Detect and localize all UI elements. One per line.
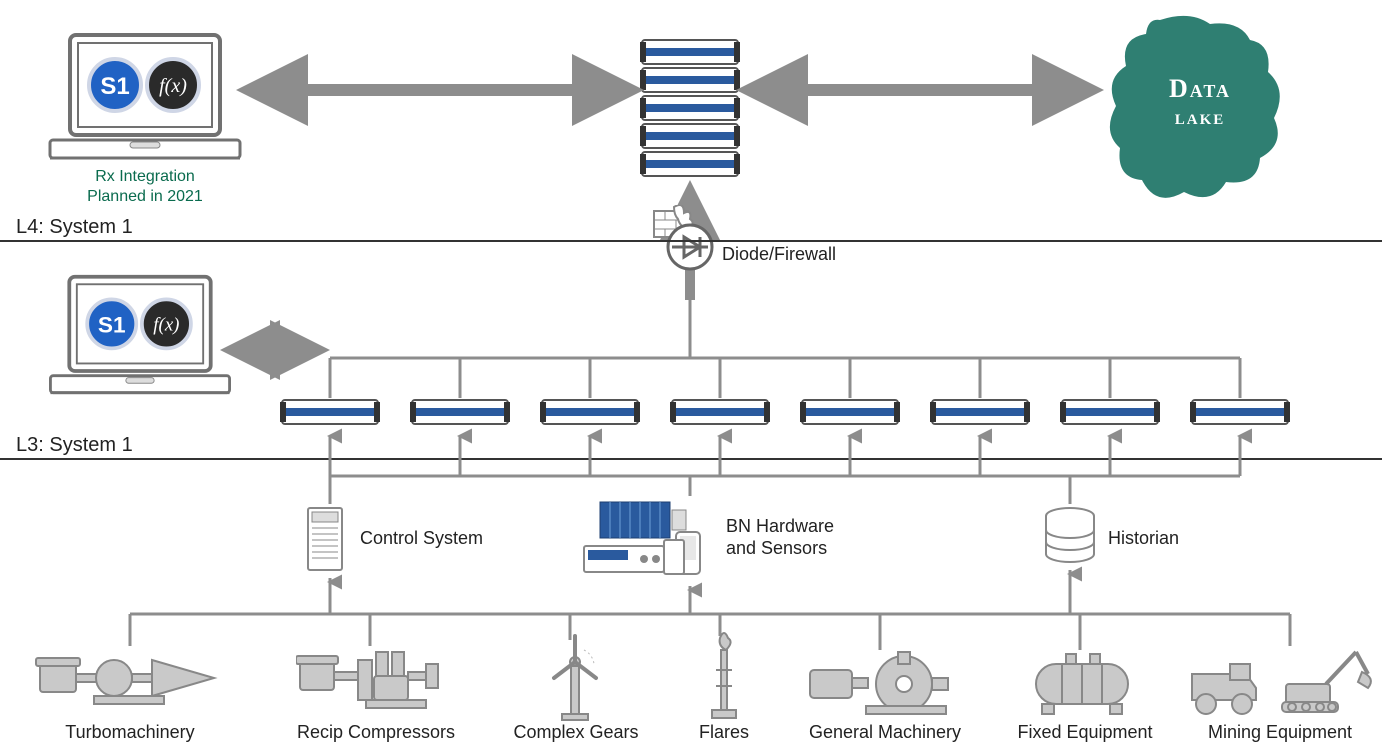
turbomachinery-icon — [34, 646, 224, 716]
recip-icon — [296, 646, 456, 716]
flares-icon — [704, 630, 744, 724]
general-machinery-label: General Machinery — [790, 722, 980, 743]
fixed-equipment-icon — [1022, 650, 1142, 720]
fixed-equipment-label: Fixed Equipment — [1000, 722, 1170, 743]
flares-label: Flares — [684, 722, 764, 743]
general-machinery-icon — [806, 650, 956, 720]
complex-gears-icon — [540, 634, 610, 724]
turbomachinery-label: Turbomachinery — [20, 722, 240, 743]
complex-gears-label: Complex Gears — [496, 722, 656, 743]
mining-equipment-icon — [1186, 644, 1376, 722]
mining-equipment-label: Mining Equipment — [1180, 722, 1380, 743]
equipment-bus — [0, 0, 1382, 756]
recip-label: Recip Compressors — [276, 722, 476, 743]
